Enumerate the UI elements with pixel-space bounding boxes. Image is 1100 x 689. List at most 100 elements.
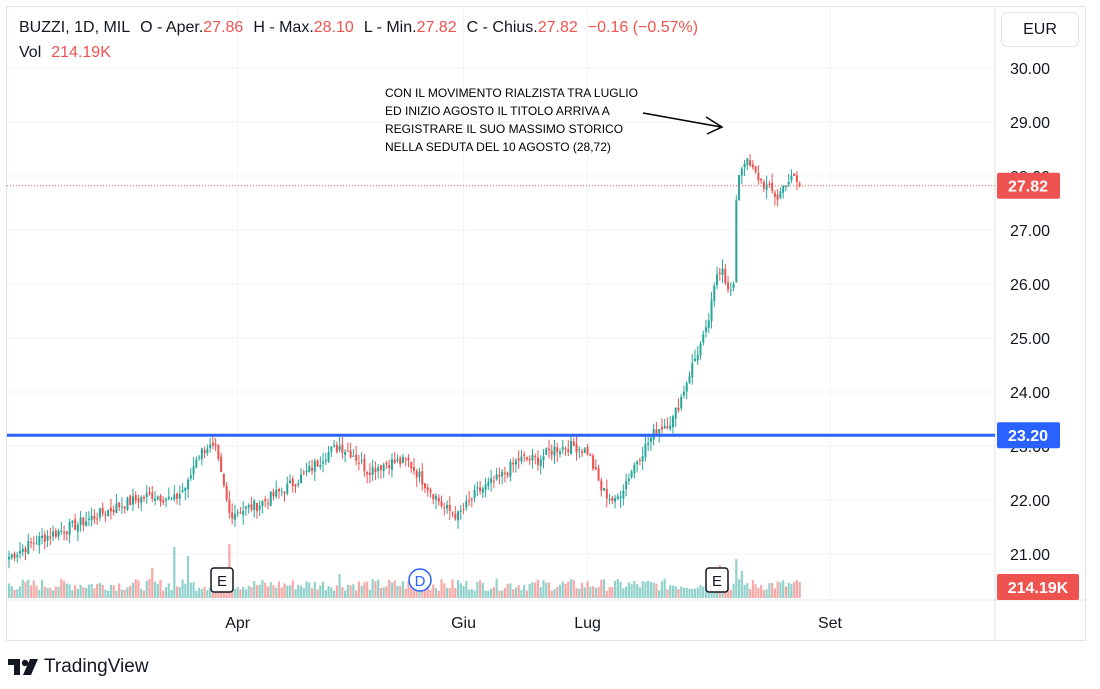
volume-bar[interactable]	[382, 587, 385, 598]
volume-bar[interactable]	[602, 579, 606, 598]
volume-bar[interactable]	[647, 580, 650, 598]
candle-body[interactable]	[448, 504, 451, 512]
volume-bar[interactable]	[688, 588, 691, 598]
volume-bar[interactable]	[338, 574, 341, 598]
volume-bar[interactable]	[575, 588, 578, 598]
volume-bar[interactable]	[779, 582, 782, 598]
volume-bar[interactable]	[451, 579, 454, 598]
volume-bar[interactable]	[481, 582, 484, 598]
candle-body[interactable]	[404, 459, 407, 461]
candle-body[interactable]	[286, 483, 289, 494]
volume-bar[interactable]	[751, 579, 754, 598]
candle-body[interactable]	[735, 200, 738, 283]
level-price-badge[interactable]: 23.20	[1008, 428, 1048, 445]
volume-bar[interactable]	[266, 586, 270, 598]
volume-bar[interactable]	[321, 581, 325, 598]
candle-body[interactable]	[401, 457, 404, 463]
candle-body[interactable]	[93, 515, 96, 520]
volume-bar[interactable]	[192, 582, 195, 598]
candle-body[interactable]	[487, 481, 490, 487]
candle-body[interactable]	[319, 464, 322, 467]
candle-body[interactable]	[79, 517, 82, 526]
volume-bar[interactable]	[484, 590, 487, 598]
candle-body[interactable]	[300, 474, 303, 484]
candle-body[interactable]	[542, 456, 545, 461]
volume-bar[interactable]	[655, 583, 658, 598]
volume-bar[interactable]	[313, 582, 316, 598]
candle-body[interactable]	[272, 492, 275, 497]
volume-bar[interactable]	[272, 585, 275, 598]
candle-body[interactable]	[74, 519, 77, 530]
candle-body[interactable]	[291, 478, 294, 486]
volume-bar[interactable]	[434, 587, 438, 598]
volume-bar[interactable]	[677, 589, 680, 598]
candle-body[interactable]	[374, 468, 377, 473]
volume-bar[interactable]	[175, 586, 179, 598]
volume-bar[interactable]	[242, 586, 245, 598]
candle-body[interactable]	[597, 468, 600, 481]
candle-body[interactable]	[233, 513, 236, 520]
volume-bar[interactable]	[173, 547, 176, 598]
volume-bar[interactable]	[153, 581, 157, 598]
candle-body[interactable]	[583, 448, 586, 453]
candle-body[interactable]	[368, 472, 371, 476]
volume-bar[interactable]	[308, 582, 311, 598]
candle-body[interactable]	[297, 483, 300, 485]
candle-body[interactable]	[176, 493, 179, 499]
volume-bar[interactable]	[164, 587, 168, 598]
candle-body[interactable]	[123, 506, 126, 509]
volume-bar[interactable]	[258, 584, 261, 598]
candle-body[interactable]	[495, 474, 498, 480]
candle-body[interactable]	[253, 500, 256, 511]
volume-bar[interactable]	[21, 579, 24, 598]
volume-bar[interactable]	[107, 590, 110, 598]
volume-bar[interactable]	[479, 580, 482, 598]
volume-bar[interactable]	[120, 589, 124, 598]
candle-body[interactable]	[746, 158, 749, 165]
candle-body[interactable]	[421, 471, 424, 485]
volume-bar[interactable]	[29, 585, 33, 598]
candle-body[interactable]	[261, 501, 264, 507]
candle-body[interactable]	[727, 282, 730, 290]
volume-bar[interactable]	[558, 584, 562, 598]
candle-body[interactable]	[784, 185, 787, 187]
volume-bar[interactable]	[465, 580, 468, 598]
volume-bar[interactable]	[123, 589, 126, 598]
candle-body[interactable]	[255, 502, 258, 512]
candle-body[interactable]	[581, 451, 584, 453]
volume-bar[interactable]	[589, 586, 592, 598]
candle-body[interactable]	[674, 407, 677, 419]
volume-badge[interactable]: 214.19K	[1008, 580, 1069, 597]
candle-body[interactable]	[437, 497, 440, 502]
candle-body[interactable]	[38, 536, 41, 546]
volume-bar[interactable]	[760, 585, 763, 598]
candle-body[interactable]	[162, 500, 165, 503]
volume-bar[interactable]	[54, 586, 57, 598]
candle-body[interactable]	[638, 459, 641, 461]
candle-body[interactable]	[721, 268, 724, 275]
candle-body[interactable]	[512, 462, 515, 465]
candle-body[interactable]	[677, 407, 680, 411]
volume-bar[interactable]	[567, 581, 570, 598]
last-price-badge[interactable]: 27.82	[1008, 179, 1048, 196]
candle-body[interactable]	[547, 448, 550, 451]
candle-body[interactable]	[181, 490, 184, 493]
volume-bar[interactable]	[60, 579, 63, 598]
volume-bar[interactable]	[310, 588, 314, 598]
volume-bar[interactable]	[404, 588, 407, 598]
volume-bar[interactable]	[357, 581, 360, 598]
volume-bar[interactable]	[396, 585, 399, 598]
volume-bar[interactable]	[696, 587, 699, 598]
candle-body[interactable]	[222, 473, 225, 486]
candle-body[interactable]	[266, 503, 269, 505]
candle-body[interactable]	[418, 471, 421, 478]
volume-bar[interactable]	[112, 585, 115, 598]
volume-bar[interactable]	[286, 585, 289, 598]
volume-bar[interactable]	[569, 579, 573, 598]
volume-bar[interactable]	[680, 586, 683, 598]
volume-bar[interactable]	[586, 581, 589, 598]
candle-body[interactable]	[214, 444, 217, 446]
candle-body[interactable]	[561, 447, 564, 450]
volume-bar[interactable]	[644, 581, 647, 598]
volume-bar[interactable]	[197, 587, 201, 598]
